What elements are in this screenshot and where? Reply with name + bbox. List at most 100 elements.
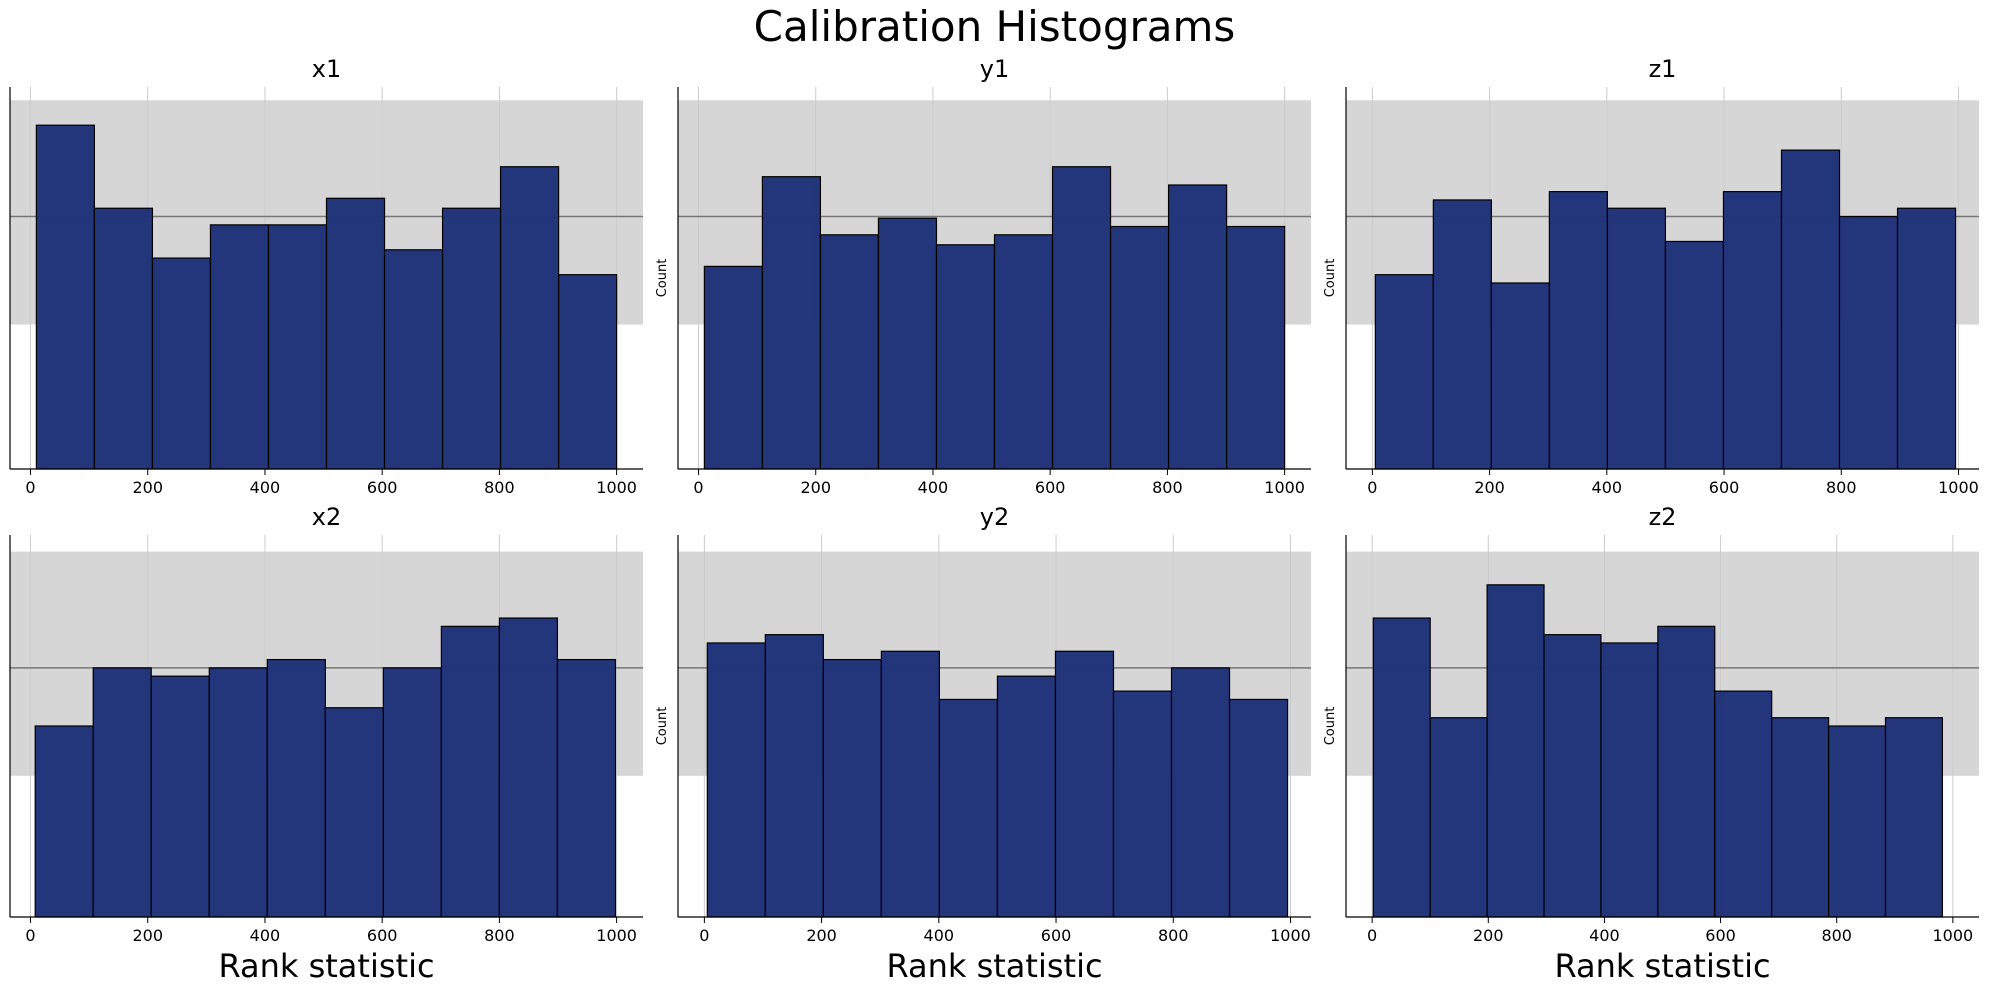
x-tick-label: 1000 [1938,478,1979,497]
histogram-bar [761,176,822,470]
histogram-bar [996,675,1057,918]
histogram-bar [764,634,824,918]
panel-z1: 0 200 400 600 800 1000 z1 Count [1323,55,1979,497]
panel-x2: 0 200 400 600 800 1000 x2 Rank statistic [9,503,643,985]
histogram-bar [1606,207,1667,470]
histogram-bar [150,675,210,918]
x-tick-label: 600 [1035,478,1066,497]
x-tick-label: 400 [1592,478,1623,497]
x-tick-label: 400 [924,926,955,945]
panel-title: x1 [312,55,341,83]
x-tick-label: 200 [800,478,831,497]
x-tick-label: 800 [1158,926,1189,945]
histogram-bar [1657,625,1716,918]
histogram-bar [1170,667,1231,918]
histogram-bar [325,197,386,470]
histogram-bar [556,658,617,918]
x-axis-label: Rank statistic [1554,947,1770,985]
x-tick-label: 200 [1474,478,1505,497]
histogram-bar [1228,698,1289,918]
panel-z2: 0 200 400 600 800 1000 z2 Count Rank statistic [1323,503,1979,985]
histogram-bar [1838,215,1899,470]
y-axis-label: Count [655,259,670,298]
histogram-bar [1486,584,1545,918]
x-tick-label: 0 [693,478,703,497]
x-tick-label: 1000 [1933,926,1974,945]
histogram-bar [382,667,442,918]
x-tick-label: 800 [484,926,515,945]
histogram-bar [822,658,882,918]
histogram-bar [266,658,326,918]
x-axis-label: Rank statistic [886,947,1102,985]
x-tick-label: 200 [1473,926,1504,945]
x-tick-label: 600 [1705,926,1736,945]
histogram-bar [1714,690,1773,918]
histogram-bar [1225,225,1286,470]
x-tick-label: 600 [1041,926,1072,945]
histogram-bar [209,224,270,470]
histogram-bar [92,667,152,918]
x-tick-label: 200 [132,926,163,945]
histogram-bar [1600,642,1659,918]
histogram-bar [557,274,618,470]
panel-x1: 0 200 400 600 800 1000 x1 [9,55,643,497]
histogram-bar [993,234,1054,470]
x-tick-label: 800 [484,478,515,497]
x-tick-label: 800 [1152,478,1183,497]
histogram-bar [935,244,996,470]
x-tick-label: 0 [1367,478,1377,497]
histogram-bar [819,234,880,470]
figure-title: Calibration Histograms [753,2,1236,51]
panel-title: z1 [1649,55,1677,83]
panel-y2: 0 200 400 600 800 1000 y2 Count Rank statistic [655,503,1311,985]
x-tick-label: 800 [1826,478,1857,497]
y-axis-label: Count [655,707,670,746]
histogram-bar [324,707,384,918]
x-tick-label: 600 [367,478,398,497]
histogram-bar [1432,199,1492,470]
histogram-bar [1051,166,1112,470]
histogram-bar [1490,282,1550,470]
histogram-bar [441,207,502,470]
histogram-bar [1167,184,1228,470]
x-tick-label: 200 [132,478,163,497]
panel-title: y1 [980,55,1009,83]
histogram-bar [1543,634,1602,918]
panel-y1: 0 200 400 600 800 1000 y1 Count [655,55,1311,497]
histogram-bar [1896,207,1957,470]
y-axis-label: Count [1323,259,1338,298]
histogram-bar [1827,725,1887,918]
histogram-bar [34,725,94,918]
x-axis-label: Rank statistic [218,947,434,985]
x-tick-label: 1000 [596,926,637,945]
histogram-bar [1374,274,1434,470]
histogram-bar [151,257,212,470]
histogram-bar [1054,650,1115,918]
histogram-bar [1112,690,1173,918]
histogram-bar [383,249,444,470]
histogram-bar [208,667,268,918]
histogram-bar [703,265,764,470]
x-tick-label: 0 [25,478,35,497]
histogram-bar [1548,191,1609,470]
histogram-bar [440,625,501,918]
panel-title: z2 [1649,503,1677,531]
x-tick-label: 400 [250,478,281,497]
x-tick-label: 400 [1589,926,1620,945]
panel-title: x2 [312,503,341,531]
histogram-bar [1771,717,1830,918]
histogram-bar [267,224,328,470]
histogram-bar [938,698,999,918]
x-tick-label: 600 [1709,478,1740,497]
histogram-bar [499,166,560,470]
histogram-bar [1884,717,1944,918]
histogram-bar [498,617,559,918]
histogram-bar [35,124,96,470]
panel-title: y2 [980,503,1009,531]
x-tick-label: 1000 [1264,478,1305,497]
x-tick-label: 0 [1367,926,1377,945]
x-tick-label: 200 [806,926,837,945]
histogram-bar [706,642,766,918]
x-tick-label: 0 [25,926,35,945]
